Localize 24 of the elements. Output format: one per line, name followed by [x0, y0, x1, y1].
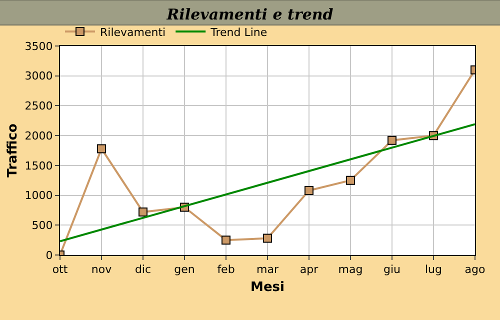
x-tick-label: giu — [383, 263, 401, 276]
y-tick-label: 3000 — [24, 70, 53, 83]
y-tick-label: 3500 — [24, 40, 53, 53]
x-axis-title: Mesi — [250, 280, 284, 295]
y-axis-title: Traffico — [6, 124, 21, 178]
x-tick-label: lug — [424, 263, 442, 276]
x-tick-label: ott — [52, 263, 68, 276]
x-tick-label: feb — [217, 263, 235, 276]
legend-label: Trend Line — [210, 26, 268, 39]
x-tick-label: mag — [338, 263, 363, 276]
y-tick-label: 1000 — [24, 189, 53, 202]
y-tick-label: 1500 — [24, 159, 53, 172]
y-tick-label: 2000 — [24, 129, 53, 142]
y-tick-label: 500 — [32, 218, 53, 232]
x-tick-label: ago — [464, 263, 486, 276]
legend-label: Rilevamenti — [100, 26, 166, 39]
x-tick-label: nov — [91, 263, 112, 276]
x-tick-label: apr — [300, 263, 319, 276]
y-tick-label: 0 — [46, 248, 53, 262]
x-tick-label: mar — [256, 263, 279, 276]
y-tick-label: 2500 — [24, 100, 53, 113]
chart-title: Rilevamenti e trend — [166, 6, 334, 24]
x-tick-label: dic — [134, 263, 152, 276]
x-tick-label: gen — [174, 263, 195, 276]
